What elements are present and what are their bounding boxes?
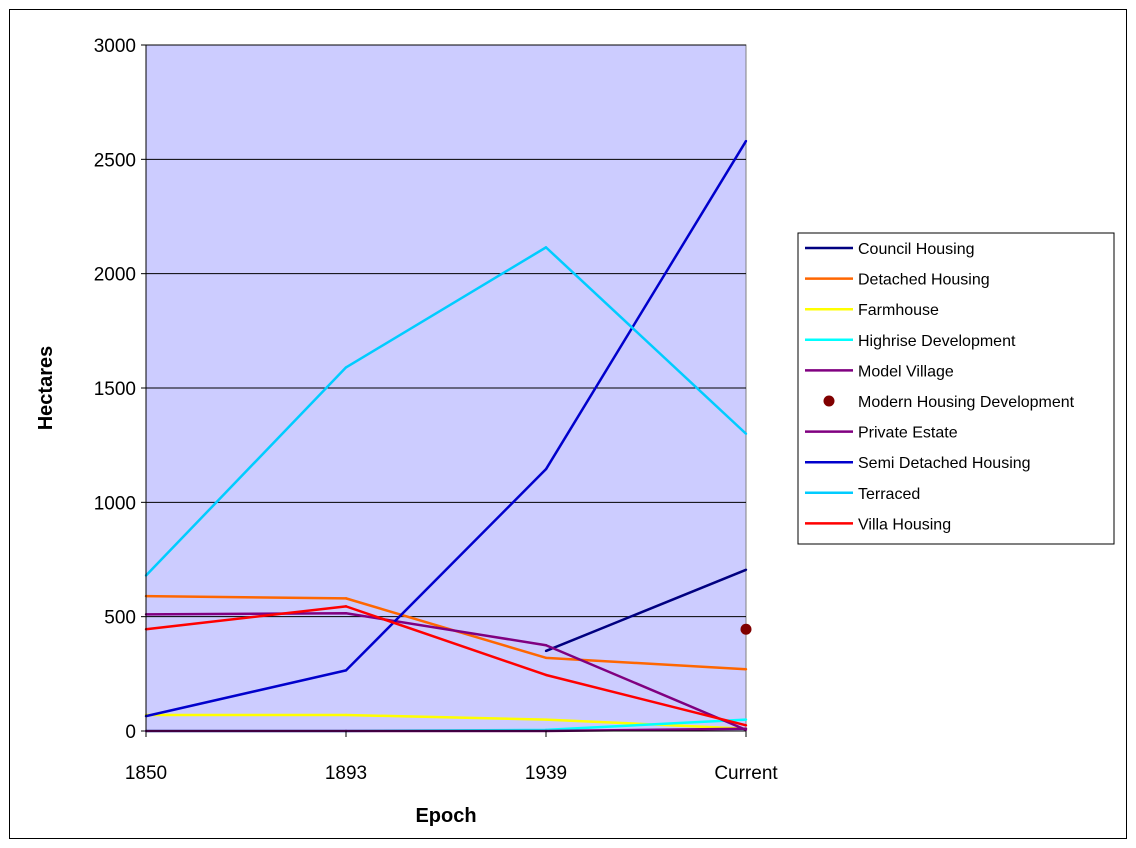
data-point-detached-housing bbox=[344, 597, 348, 600]
y-tick-label: 1500 bbox=[94, 379, 136, 400]
x-tick-label: 1893 bbox=[325, 763, 367, 784]
series-line-semi-detached-housing bbox=[145, 140, 748, 718]
data-point-villa-housing bbox=[744, 724, 748, 727]
y-tick-label: 500 bbox=[104, 608, 136, 629]
y-tick-label: 2500 bbox=[94, 150, 136, 171]
data-point-private-estate bbox=[544, 644, 548, 647]
legend-label-villa-housing: Villa Housing bbox=[858, 516, 951, 533]
data-point-highrise-development bbox=[744, 718, 748, 721]
legend: Council Housing Detached Housing Farmhouse… bbox=[797, 232, 1115, 545]
legend-label-council-housing: Council Housing bbox=[858, 241, 975, 258]
x-tick-labels: 1850 1893 1939 Current bbox=[125, 763, 779, 784]
data-point-detached-housing bbox=[544, 656, 548, 660]
x-tick-label: 1939 bbox=[525, 763, 567, 784]
legend-label-terraced: Terraced bbox=[858, 486, 920, 503]
x-tick-label: 1850 bbox=[125, 763, 167, 784]
legend-label-semi-detached-housing: Semi Detached Housing bbox=[858, 455, 1031, 472]
legend-label-model-village: Model Village bbox=[858, 363, 954, 380]
data-point-detached-housing bbox=[744, 668, 748, 671]
data-point-private-estate bbox=[344, 612, 348, 615]
legend-label-modern-housing-development: Modern Housing Development bbox=[858, 394, 1075, 411]
data-point-semi-detached-housing bbox=[344, 669, 348, 672]
legend-label-detached-housing: Detached Housing bbox=[858, 272, 990, 289]
series-line-terraced bbox=[145, 246, 747, 577]
legend-label-highrise-development: Highrise Development bbox=[858, 333, 1016, 350]
y-tick-labels: 0 500 1000 1500 2000 2500 3000 bbox=[94, 36, 136, 743]
y-tick-label: 3000 bbox=[94, 36, 136, 57]
y-axis-title: Hectares bbox=[35, 346, 57, 431]
data-point-farmhouse bbox=[544, 718, 548, 721]
data-point-semi-detached-housing bbox=[544, 467, 548, 471]
data-point-terraced bbox=[344, 366, 348, 369]
data-point-terraced bbox=[744, 432, 748, 435]
legend-label-farmhouse: Farmhouse bbox=[858, 302, 939, 319]
data-point-farmhouse bbox=[344, 713, 348, 717]
series-line-council-housing bbox=[545, 568, 747, 653]
data-point-villa-housing bbox=[544, 673, 548, 677]
series-line-private-estate bbox=[145, 611, 747, 732]
series-line-villa-housing bbox=[145, 605, 747, 727]
axes bbox=[145, 45, 747, 737]
legend-marker-modern-housing-development bbox=[823, 395, 835, 407]
data-point-villa-housing bbox=[344, 605, 348, 608]
y-tick-label: 1000 bbox=[94, 493, 136, 514]
data-point-private-estate bbox=[744, 728, 748, 732]
legend-label-private-estate: Private Estate bbox=[858, 425, 958, 442]
data-point-semi-detached-housing bbox=[744, 139, 748, 143]
x-axis-title: Epoch bbox=[415, 805, 476, 827]
x-tick-label: Current bbox=[714, 763, 778, 784]
y-tick-label: 2000 bbox=[94, 265, 136, 286]
data-point-terraced bbox=[544, 246, 548, 249]
data-point-council-housing bbox=[744, 568, 748, 571]
y-tick-label: 0 bbox=[125, 722, 136, 743]
data-point-modern-housing-development bbox=[740, 623, 752, 635]
data-point-council-housing bbox=[544, 649, 548, 653]
